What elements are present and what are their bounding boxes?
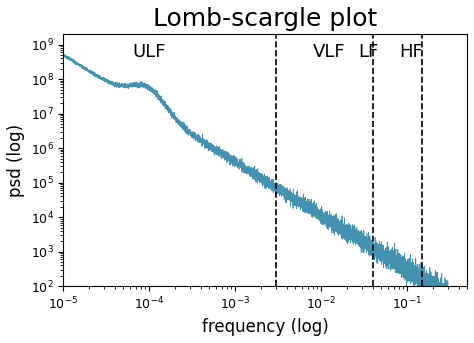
Text: VLF: VLF: [313, 43, 346, 61]
Title: Lomb-scargle plot: Lomb-scargle plot: [153, 7, 377, 31]
Text: ULF: ULF: [132, 43, 166, 61]
X-axis label: frequency (log): frequency (log): [202, 318, 328, 336]
Y-axis label: psd (log): psd (log): [7, 124, 25, 197]
Text: HF: HF: [399, 43, 423, 61]
Text: LF: LF: [358, 43, 378, 61]
